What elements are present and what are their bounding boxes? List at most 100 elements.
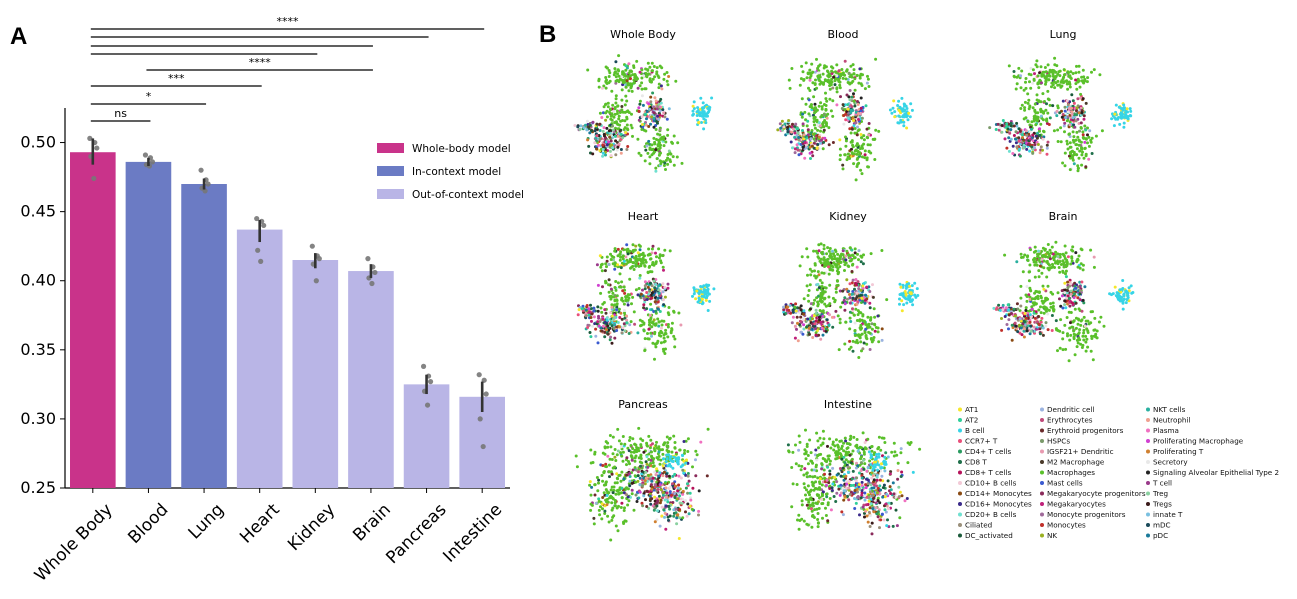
umap-cell xyxy=(834,290,838,294)
umap-cell xyxy=(646,285,650,289)
umap-cell xyxy=(791,310,795,314)
umap-cell xyxy=(653,485,657,489)
umap-cell xyxy=(1082,331,1086,335)
umap-cell xyxy=(1082,315,1086,319)
umap-cell xyxy=(1074,326,1078,330)
umap-cell xyxy=(1056,83,1060,87)
umap-cell xyxy=(859,327,863,331)
umap-cell xyxy=(667,149,671,153)
umap-cell xyxy=(1009,137,1013,141)
umap-cell xyxy=(853,251,857,255)
umap-cell xyxy=(822,256,826,260)
umap-cell xyxy=(812,95,816,99)
umap-cell xyxy=(654,323,658,327)
umap-cell xyxy=(610,508,614,512)
umap-cell xyxy=(1019,252,1023,256)
umap-cell xyxy=(666,515,670,519)
umap-cell xyxy=(833,262,837,266)
umap-cell xyxy=(688,504,692,508)
umap-cell xyxy=(801,112,805,116)
umap-cell xyxy=(1056,106,1060,110)
umap-cell xyxy=(913,293,917,297)
umap-cell xyxy=(1028,130,1032,134)
umap-cell xyxy=(1000,317,1003,320)
umap-cell xyxy=(632,310,636,314)
umap-cell xyxy=(648,162,652,166)
umap-cell xyxy=(1011,152,1015,155)
umap-cell xyxy=(1061,331,1065,335)
umap-cell xyxy=(871,283,874,287)
umap-cell xyxy=(858,67,862,71)
umap-cell xyxy=(1076,296,1080,300)
umap-cell xyxy=(1062,81,1065,85)
umap-cell xyxy=(595,263,599,267)
umap-cell xyxy=(666,500,670,504)
umap-cell xyxy=(1074,71,1078,75)
umap-cell xyxy=(612,115,616,119)
umap-cell xyxy=(1080,79,1084,83)
umap-cell xyxy=(594,334,598,338)
umap-cell xyxy=(1123,106,1126,110)
umap-cell xyxy=(838,265,842,269)
x-tick-label: Kidney xyxy=(284,500,339,555)
y-tick-label: 0.25 xyxy=(20,478,56,497)
umap-cell xyxy=(992,306,996,310)
umap-cell xyxy=(579,124,583,128)
umap-cell xyxy=(1058,346,1062,350)
umap-cell xyxy=(611,496,615,500)
umap-cell xyxy=(1061,348,1065,352)
umap-cell xyxy=(639,154,643,157)
umap-cell xyxy=(616,127,620,131)
umap-cell xyxy=(1082,328,1086,332)
umap-cell xyxy=(631,447,635,450)
umap-cell xyxy=(852,256,856,260)
umap-cell xyxy=(1028,295,1032,299)
umap-cell xyxy=(1036,297,1040,301)
umap-cell xyxy=(870,322,874,326)
umap-cell xyxy=(798,264,802,268)
umap-cell xyxy=(837,80,841,83)
umap-cell xyxy=(1053,255,1057,258)
data-point xyxy=(481,377,487,383)
umap-cell xyxy=(638,102,642,106)
umap-cell xyxy=(601,147,605,151)
umap-cell xyxy=(686,437,690,441)
umap-cell xyxy=(1094,332,1098,336)
umap-cell xyxy=(1080,146,1084,150)
umap-cell xyxy=(656,143,660,147)
umap-cell xyxy=(1078,280,1082,284)
umap-cell xyxy=(848,327,852,331)
umap-cell xyxy=(652,111,656,115)
umap-cell xyxy=(847,71,851,75)
umap-cell xyxy=(636,251,640,255)
umap-cell xyxy=(1010,338,1014,342)
umap-cell xyxy=(616,281,620,285)
umap-cell xyxy=(1094,134,1098,138)
umap-cell xyxy=(605,66,609,70)
umap-cell xyxy=(662,144,666,148)
umap-cell xyxy=(1020,133,1024,137)
umap-cell xyxy=(1011,144,1015,148)
umap-cell xyxy=(872,307,876,311)
umap-cell xyxy=(814,331,818,335)
umap-cell xyxy=(1090,337,1094,340)
umap-cell xyxy=(814,311,818,315)
legend-label: Out-of-context model xyxy=(412,189,524,201)
umap-cell xyxy=(1066,71,1070,75)
umap-cell xyxy=(611,124,614,128)
umap-cell xyxy=(664,504,668,508)
umap-cell xyxy=(829,109,833,113)
umap-cell xyxy=(1043,299,1047,303)
umap-cell xyxy=(1081,97,1085,101)
umap-cell xyxy=(623,442,627,446)
umap-cell xyxy=(648,107,651,111)
umap-cell xyxy=(684,499,687,503)
umap-cell xyxy=(590,129,593,133)
umap-cell xyxy=(649,79,653,83)
umap-cell xyxy=(589,502,593,506)
umap-cell xyxy=(859,112,863,116)
umap-cell xyxy=(653,332,657,336)
umap-cell xyxy=(814,106,818,110)
umap-cell xyxy=(1066,289,1069,292)
umap-cell xyxy=(822,247,826,251)
